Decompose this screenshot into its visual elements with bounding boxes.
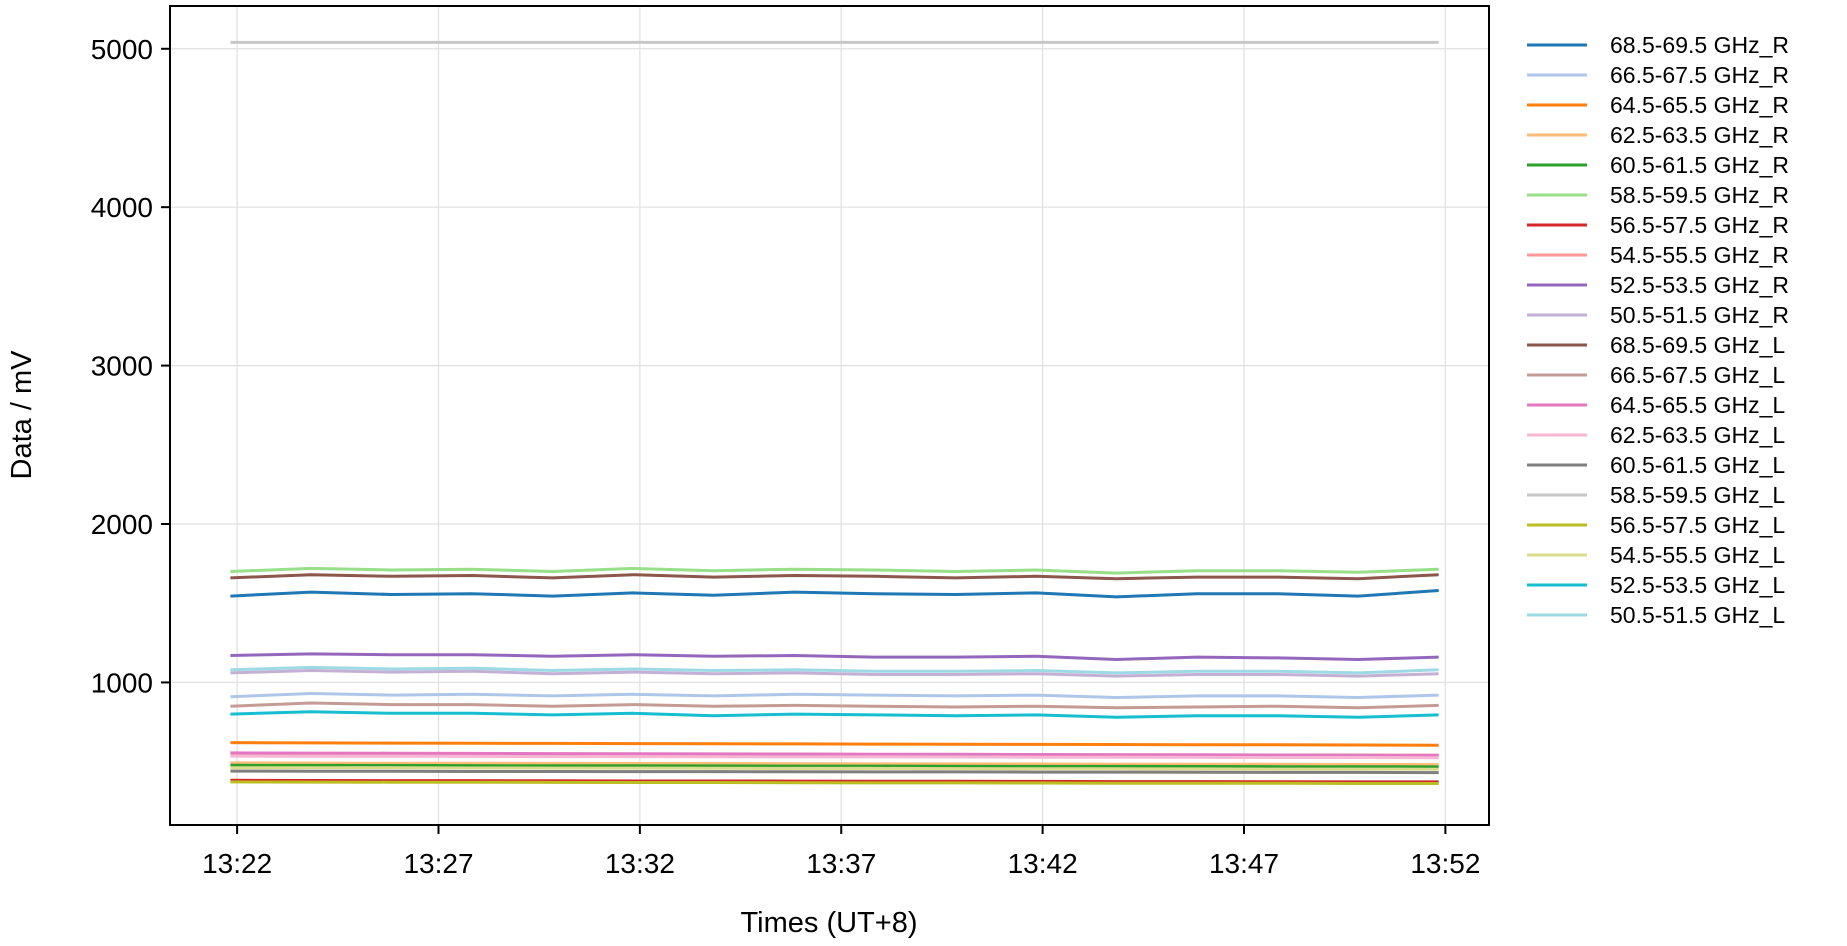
series-line-64-5-65-5-ghz-l	[230, 751, 1439, 757]
legend-item: 54.5-55.5 GHz_L	[1527, 542, 1785, 568]
series-line-52-5-53-5-ghz-r	[230, 652, 1439, 661]
legend-item: 58.5-59.5 GHz_R	[1527, 182, 1789, 208]
legend-label: 52.5-53.5 GHz_R	[1610, 272, 1789, 298]
y-tick-label: 4000	[91, 192, 153, 223]
legend-item: 68.5-69.5 GHz_R	[1527, 32, 1789, 58]
legend-item: 58.5-59.5 GHz_L	[1527, 482, 1785, 508]
legend: 68.5-69.5 GHz_R 66.5-67.5 GHz_R 64.5-65.5 …	[1527, 32, 1789, 628]
series-line-58-5-59-5-ghz-r	[230, 566, 1439, 575]
grid	[170, 6, 1489, 825]
plot-frame	[169, 5, 1490, 826]
legend-item: 56.5-57.5 GHz_R	[1527, 212, 1789, 238]
legend-item: 56.5-57.5 GHz_L	[1527, 512, 1785, 538]
legend-item: 64.5-65.5 GHz_L	[1527, 392, 1785, 418]
legend-item: 64.5-65.5 GHz_R	[1527, 92, 1789, 118]
legend-item: 66.5-67.5 GHz_L	[1527, 362, 1785, 388]
x-tick-label: 13:42	[1008, 848, 1078, 879]
x-tick-label: 13:37	[806, 848, 876, 879]
series-line-60-5-61-5-ghz-l	[230, 769, 1439, 775]
series-line-50-5-51-5-ghz-r	[230, 669, 1439, 678]
legend-item: 50.5-51.5 GHz_R	[1527, 302, 1789, 328]
legend-label: 68.5-69.5 GHz_L	[1610, 332, 1785, 358]
x-tick-label: 13:47	[1209, 848, 1279, 879]
series-lines	[230, 40, 1439, 785]
x-tick-label: 13:52	[1410, 848, 1480, 879]
legend-label: 66.5-67.5 GHz_L	[1610, 362, 1785, 388]
series-line-68-5-69-5-ghz-r	[230, 589, 1439, 599]
legend-label: 60.5-61.5 GHz_L	[1610, 452, 1785, 478]
x-axis-label: Times (UT+8)	[741, 907, 918, 939]
series-line-50-5-51-5-ghz-l	[230, 665, 1439, 675]
y-tick-label: 3000	[91, 351, 153, 382]
series-line-68-5-69-5-ghz-l	[230, 573, 1439, 581]
legend-label: 52.5-53.5 GHz_L	[1610, 572, 1785, 598]
series-line-60-5-61-5-ghz-r	[230, 763, 1439, 769]
legend-label: 50.5-51.5 GHz_R	[1610, 302, 1789, 328]
legend-item: 62.5-63.5 GHz_R	[1527, 122, 1789, 148]
series-line-62-5-63-5-ghz-l	[230, 754, 1439, 760]
series-line-54-5-55-5-ghz-l	[230, 766, 1439, 771]
series-line-52-5-53-5-ghz-l	[230, 710, 1439, 719]
legend-label: 56.5-57.5 GHz_R	[1610, 212, 1789, 238]
series-line-56-5-57-5-ghz-l	[230, 780, 1439, 785]
legend-item: 52.5-53.5 GHz_R	[1527, 272, 1789, 298]
legend-label: 60.5-61.5 GHz_R	[1610, 152, 1789, 178]
legend-item: 60.5-61.5 GHz_L	[1527, 452, 1785, 478]
legend-label: 58.5-59.5 GHz_L	[1610, 482, 1785, 508]
series-line-66-5-67-5-ghz-r	[230, 692, 1439, 699]
legend-label: 62.5-63.5 GHz_L	[1610, 422, 1785, 448]
legend-label: 64.5-65.5 GHz_L	[1610, 392, 1785, 418]
y-tick-label: 2000	[91, 509, 153, 540]
x-tick-label: 13:27	[403, 848, 473, 879]
legend-item: 62.5-63.5 GHz_L	[1527, 422, 1785, 448]
series-line-66-5-67-5-ghz-l	[230, 701, 1439, 710]
series-line-56-5-57-5-ghz-r	[230, 778, 1439, 784]
legend-item: 68.5-69.5 GHz_L	[1527, 332, 1785, 358]
legend-item: 50.5-51.5 GHz_L	[1527, 602, 1785, 628]
x-tick-label: 13:32	[605, 848, 675, 879]
legend-label: 50.5-51.5 GHz_L	[1610, 602, 1785, 628]
x-tick-label: 13:22	[202, 848, 272, 879]
y-tick-label: 5000	[91, 34, 153, 65]
legend-label: 58.5-59.5 GHz_R	[1610, 182, 1789, 208]
y-axis: 1000 2000 3000 4000 5000	[91, 34, 170, 698]
legend-item: 52.5-53.5 GHz_L	[1527, 572, 1785, 598]
legend-item: 54.5-55.5 GHz_R	[1527, 242, 1789, 268]
legend-item: 60.5-61.5 GHz_R	[1527, 152, 1789, 178]
series-line-62-5-63-5-ghz-r	[230, 761, 1439, 766]
legend-label: 54.5-55.5 GHz_L	[1610, 542, 1785, 568]
y-axis-label: Data / mV	[6, 350, 38, 480]
legend-label: 68.5-69.5 GHz_R	[1610, 32, 1789, 58]
legend-label: 64.5-65.5 GHz_R	[1610, 92, 1789, 118]
legend-item: 66.5-67.5 GHz_R	[1527, 62, 1789, 88]
x-axis: 13:22 13:27 13:32 13:37 13:42 13:47 13:52	[202, 825, 1480, 879]
legend-label: 62.5-63.5 GHz_R	[1610, 122, 1789, 148]
series-line-64-5-65-5-ghz-r	[230, 741, 1439, 747]
legend-label: 66.5-67.5 GHz_R	[1610, 62, 1789, 88]
legend-label: 56.5-57.5 GHz_L	[1610, 512, 1785, 538]
legend-label: 54.5-55.5 GHz_R	[1610, 242, 1789, 268]
y-tick-label: 1000	[91, 667, 153, 698]
